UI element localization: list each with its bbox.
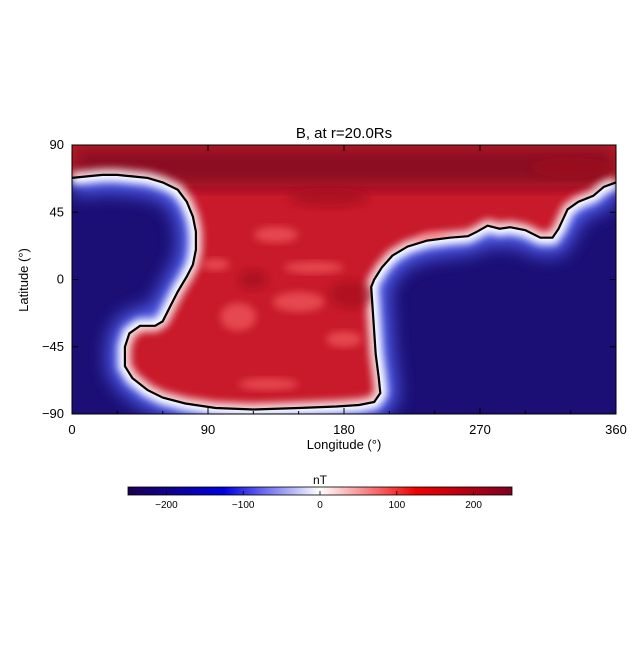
y-tick-label: 45 [50, 204, 64, 219]
colorbar-tick-label: 100 [388, 500, 405, 511]
y-tick-label: −45 [42, 339, 64, 354]
x-tick-label: 180 [333, 422, 355, 437]
chart-title: B, at r=20.0Rs [296, 125, 392, 142]
colorbar-tick-label: −100 [232, 500, 255, 511]
positive-polarity-region [72, 145, 616, 410]
x-tick-label: 360 [605, 422, 627, 437]
y-tick-label: −90 [42, 406, 64, 421]
colorbar-label: nT [313, 473, 328, 487]
x-tick-label: 90 [201, 422, 215, 437]
neutral-line [72, 173, 616, 411]
heatmap-field [72, 145, 616, 414]
colorbar-tick-label: 0 [317, 500, 323, 511]
y-tick-label: 0 [57, 272, 64, 287]
colorbar-tick-label: 200 [465, 500, 482, 511]
colorbar-tick-label: −200 [155, 500, 178, 511]
x-tick-label: 270 [469, 422, 491, 437]
x-tick-label: 0 [68, 422, 75, 437]
y-axis-label: Latitude (°) [16, 248, 31, 312]
y-tick-label: 90 [50, 137, 64, 152]
x-axis-label: Longitude (°) [307, 437, 382, 452]
